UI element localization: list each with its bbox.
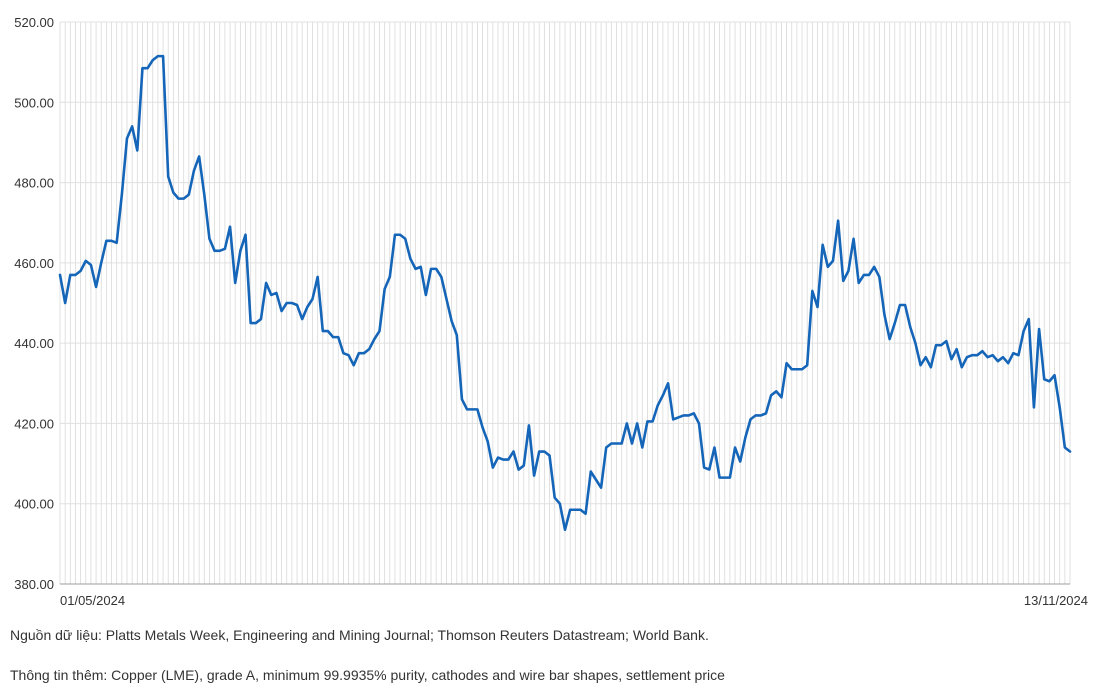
- y-tick-label: 440.00: [14, 336, 54, 351]
- x-tick-label-end: 13/11/2024: [1024, 593, 1088, 608]
- additional-info-note: Thông tin thêm: Copper (LME), grade A, m…: [10, 667, 725, 683]
- x-tick-label-start: 01/05/2024: [60, 593, 125, 608]
- y-tick-label: 500.00: [14, 95, 54, 110]
- y-tick-label: 420.00: [14, 416, 54, 431]
- y-axis: 380.00 400.00 420.00 440.00 460.00 480.00 500.…: [14, 15, 54, 592]
- horizontal-gridlines: [60, 21, 1070, 585]
- x-axis: 01/05/2024 13/11/2024: [60, 593, 1088, 608]
- line-chart: 380.00 400.00 420.00 440.00 460.00 480.00 500.…: [14, 15, 1088, 608]
- copper-price-line: [58, 54, 1072, 532]
- y-tick-label: 520.00: [14, 15, 54, 30]
- y-tick-label: 380.00: [14, 577, 54, 592]
- y-tick-label: 460.00: [14, 256, 54, 271]
- vertical-gridlines: [59, 22, 1071, 584]
- data-source-note: Nguồn dữ liệu: Platts Metals Week, Engin…: [10, 627, 709, 643]
- y-tick-label: 480.00: [14, 176, 54, 191]
- y-tick-label: 400.00: [14, 497, 54, 512]
